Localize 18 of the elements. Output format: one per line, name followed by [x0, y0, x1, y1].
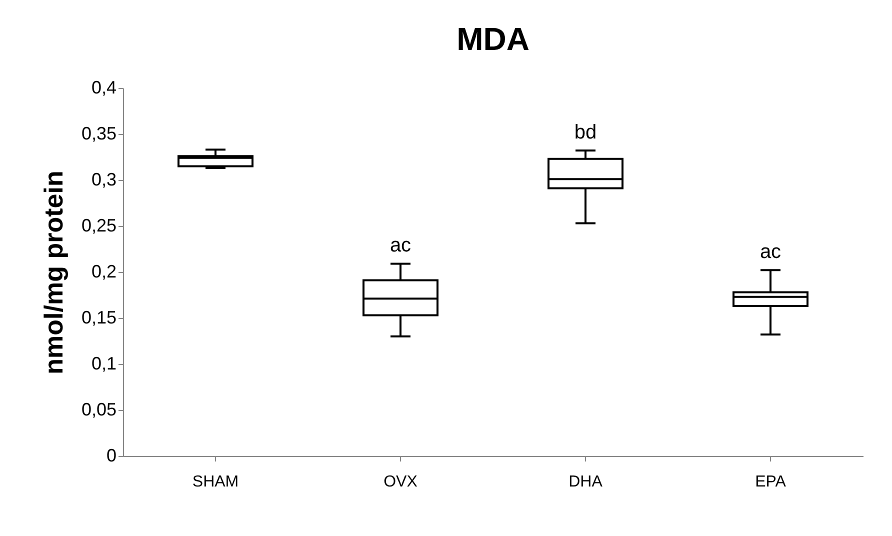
x-tick-label: EPA [755, 474, 786, 490]
x-tick-label: DHA [568, 474, 603, 490]
y-tick-label: 0,3 [91, 170, 116, 190]
x-tick-label: SHAM [192, 474, 239, 490]
annotation: bd [574, 122, 597, 144]
annotation: ac [390, 234, 412, 257]
y-tick-label: 0,2 [91, 262, 116, 282]
y-tick-label: 0,1 [91, 354, 116, 374]
y-tick-label: 0,35 [81, 124, 116, 144]
y-tick-label: 0,05 [81, 400, 116, 420]
y-tick-label: 0 [106, 446, 116, 466]
chart-title: MDA [456, 21, 530, 57]
x-tick-label: OVX [384, 474, 418, 490]
y-tick-label: 0,25 [81, 216, 116, 236]
y-tick-label: 0,15 [81, 308, 116, 328]
y-tick-label: 0,4 [91, 78, 116, 98]
y-axis-title: nmol/mg protein [38, 170, 68, 374]
annotation: ac [760, 241, 782, 264]
